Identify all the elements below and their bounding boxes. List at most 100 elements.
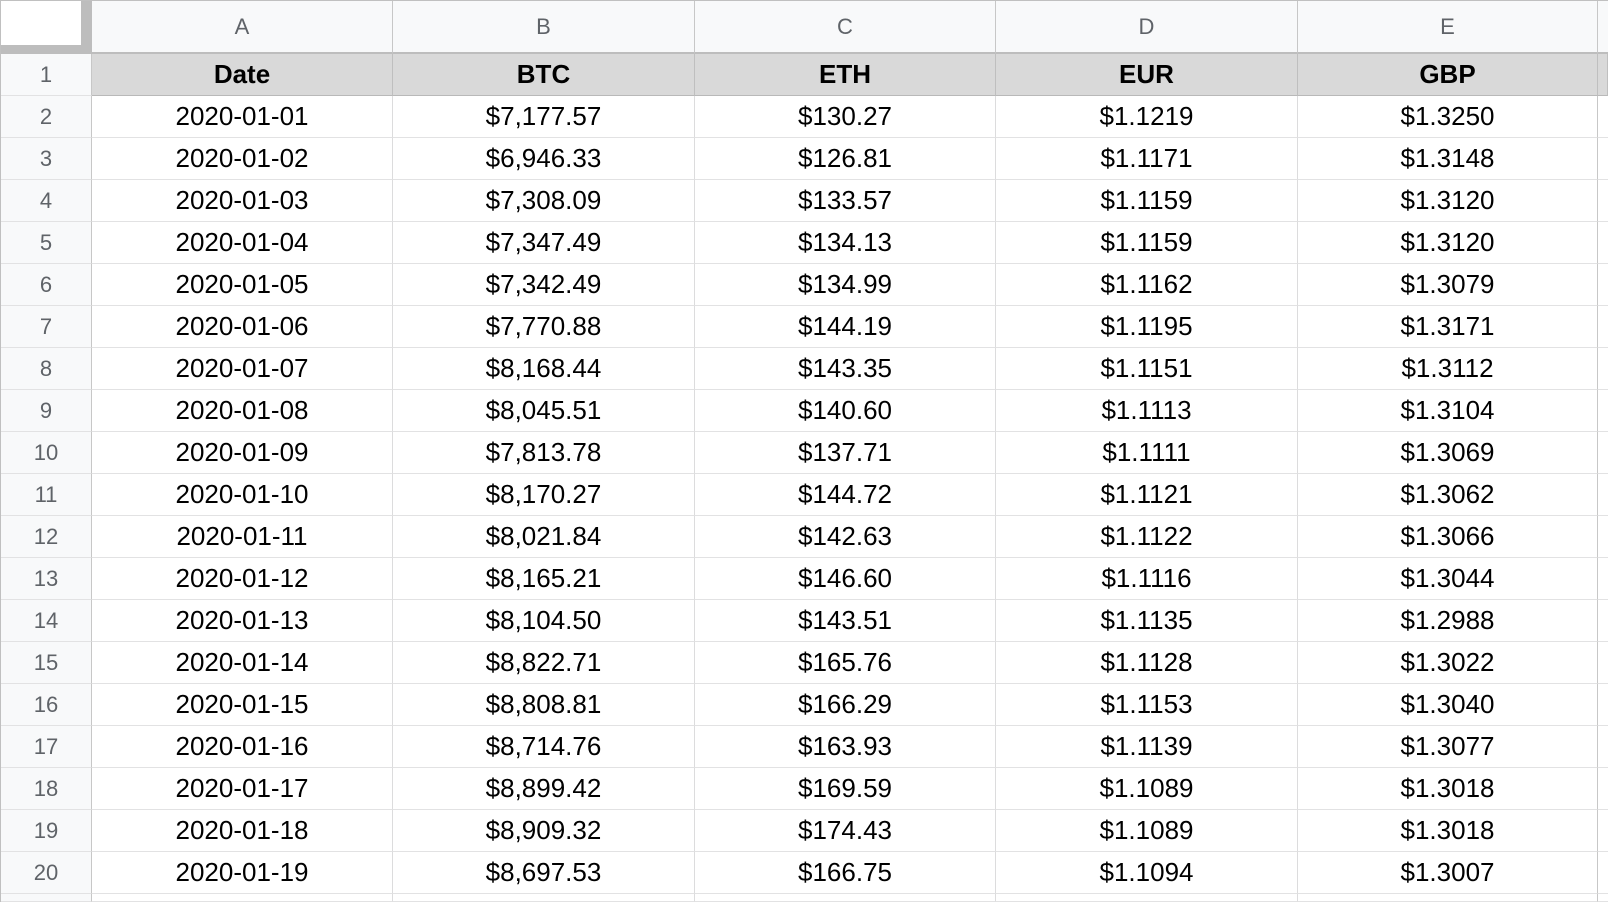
column-header-d[interactable]: D bbox=[996, 1, 1298, 54]
cell[interactable]: 2020-01-14 bbox=[92, 642, 393, 684]
column-header-b[interactable]: B bbox=[393, 1, 695, 54]
header-cell-partial[interactable] bbox=[1598, 54, 1608, 96]
cell[interactable]: 2020-01-15 bbox=[92, 684, 393, 726]
cell[interactable]: $1.3148 bbox=[1298, 138, 1598, 180]
cell[interactable]: 2020-01-16 bbox=[92, 726, 393, 768]
cell[interactable]: $1.1219 bbox=[996, 96, 1298, 138]
row-header-partial[interactable] bbox=[1, 894, 92, 902]
cell-partial[interactable] bbox=[1598, 138, 1608, 180]
cell[interactable]: $1.3022 bbox=[1298, 642, 1598, 684]
cell[interactable]: $1.1122 bbox=[996, 516, 1298, 558]
cell[interactable]: 2020-01-17 bbox=[92, 768, 393, 810]
cell[interactable]: $1.3044 bbox=[1298, 558, 1598, 600]
cell[interactable]: $1.3062 bbox=[1298, 474, 1598, 516]
cell[interactable]: $143.51 bbox=[695, 600, 996, 642]
cell[interactable]: 2020-01-09 bbox=[92, 432, 393, 474]
cell-partial[interactable] bbox=[1598, 768, 1608, 810]
header-cell-eur[interactable]: EUR bbox=[996, 54, 1298, 96]
cell[interactable]: $1.3069 bbox=[1298, 432, 1598, 474]
cell[interactable]: $1.1094 bbox=[996, 852, 1298, 894]
cell[interactable]: 2020-01-18 bbox=[92, 810, 393, 852]
cell[interactable]: $1.1195 bbox=[996, 306, 1298, 348]
cell-partial[interactable] bbox=[1598, 264, 1608, 306]
row-header-17[interactable]: 17 bbox=[1, 726, 92, 768]
cell[interactable]: $137.71 bbox=[695, 432, 996, 474]
cell-partial[interactable] bbox=[996, 894, 1298, 902]
cell-partial[interactable] bbox=[92, 894, 393, 902]
cell[interactable]: $1.1162 bbox=[996, 264, 1298, 306]
cell[interactable]: $8,165.21 bbox=[393, 558, 695, 600]
row-header-10[interactable]: 10 bbox=[1, 432, 92, 474]
column-header-e[interactable]: E bbox=[1298, 1, 1598, 54]
cell[interactable]: 2020-01-06 bbox=[92, 306, 393, 348]
row-header-9[interactable]: 9 bbox=[1, 390, 92, 432]
row-header-14[interactable]: 14 bbox=[1, 600, 92, 642]
cell[interactable]: 2020-01-11 bbox=[92, 516, 393, 558]
header-cell-btc[interactable]: BTC bbox=[393, 54, 695, 96]
cell-partial[interactable] bbox=[1598, 558, 1608, 600]
cell[interactable]: $1.3066 bbox=[1298, 516, 1598, 558]
cell[interactable]: 2020-01-19 bbox=[92, 852, 393, 894]
cell[interactable]: $8,899.42 bbox=[393, 768, 695, 810]
cell-partial[interactable] bbox=[1598, 390, 1608, 432]
cell[interactable]: $134.99 bbox=[695, 264, 996, 306]
cell[interactable]: $166.29 bbox=[695, 684, 996, 726]
row-header-5[interactable]: 5 bbox=[1, 222, 92, 264]
cell[interactable]: $130.27 bbox=[695, 96, 996, 138]
cell[interactable]: $1.1128 bbox=[996, 642, 1298, 684]
row-header-20[interactable]: 20 bbox=[1, 852, 92, 894]
cell[interactable]: $143.35 bbox=[695, 348, 996, 390]
row-header-3[interactable]: 3 bbox=[1, 138, 92, 180]
header-cell-gbp[interactable]: GBP bbox=[1298, 54, 1598, 96]
cell[interactable]: $163.93 bbox=[695, 726, 996, 768]
cell[interactable]: $1.3079 bbox=[1298, 264, 1598, 306]
column-header-a[interactable]: A bbox=[92, 1, 393, 54]
cell[interactable]: $1.1139 bbox=[996, 726, 1298, 768]
cell-partial[interactable] bbox=[1598, 810, 1608, 852]
cell-partial[interactable] bbox=[1598, 96, 1608, 138]
row-header-11[interactable]: 11 bbox=[1, 474, 92, 516]
cell[interactable]: $1.3104 bbox=[1298, 390, 1598, 432]
cell[interactable]: $1.3040 bbox=[1298, 684, 1598, 726]
cell[interactable]: $7,308.09 bbox=[393, 180, 695, 222]
cell[interactable]: 2020-01-07 bbox=[92, 348, 393, 390]
cell[interactable]: $1.3250 bbox=[1298, 96, 1598, 138]
cell-partial[interactable] bbox=[1298, 894, 1598, 902]
cell[interactable]: $8,714.76 bbox=[393, 726, 695, 768]
row-header-1[interactable]: 1 bbox=[1, 54, 92, 96]
cell-partial[interactable] bbox=[1598, 432, 1608, 474]
cell[interactable]: $1.3018 bbox=[1298, 768, 1598, 810]
cell[interactable]: $1.1153 bbox=[996, 684, 1298, 726]
cell[interactable]: $166.75 bbox=[695, 852, 996, 894]
cell[interactable]: 2020-01-10 bbox=[92, 474, 393, 516]
cell[interactable]: $1.3007 bbox=[1298, 852, 1598, 894]
cell-partial[interactable] bbox=[1598, 600, 1608, 642]
cell-partial[interactable] bbox=[1598, 684, 1608, 726]
cell[interactable]: $1.1089 bbox=[996, 810, 1298, 852]
cell[interactable]: $174.43 bbox=[695, 810, 996, 852]
cell-partial[interactable] bbox=[695, 894, 996, 902]
cell[interactable]: $8,021.84 bbox=[393, 516, 695, 558]
cell-partial[interactable] bbox=[1598, 726, 1608, 768]
cell[interactable]: $165.76 bbox=[695, 642, 996, 684]
header-cell-date[interactable]: Date bbox=[92, 54, 393, 96]
cell[interactable]: $8,909.32 bbox=[393, 810, 695, 852]
cell[interactable]: $126.81 bbox=[695, 138, 996, 180]
cell[interactable]: $7,342.49 bbox=[393, 264, 695, 306]
row-header-2[interactable]: 2 bbox=[1, 96, 92, 138]
row-header-19[interactable]: 19 bbox=[1, 810, 92, 852]
cell[interactable]: $1.3112 bbox=[1298, 348, 1598, 390]
cell[interactable]: $8,808.81 bbox=[393, 684, 695, 726]
row-header-7[interactable]: 7 bbox=[1, 306, 92, 348]
cell[interactable]: 2020-01-02 bbox=[92, 138, 393, 180]
cell[interactable]: 2020-01-12 bbox=[92, 558, 393, 600]
row-header-8[interactable]: 8 bbox=[1, 348, 92, 390]
cell[interactable]: $140.60 bbox=[695, 390, 996, 432]
column-header-partial[interactable] bbox=[1598, 1, 1608, 54]
cell[interactable]: $1.3120 bbox=[1298, 222, 1598, 264]
cell[interactable]: 2020-01-05 bbox=[92, 264, 393, 306]
cell[interactable]: $1.3077 bbox=[1298, 726, 1598, 768]
cell[interactable]: $8,045.51 bbox=[393, 390, 695, 432]
cell-partial[interactable] bbox=[1598, 852, 1608, 894]
cell[interactable]: $8,168.44 bbox=[393, 348, 695, 390]
